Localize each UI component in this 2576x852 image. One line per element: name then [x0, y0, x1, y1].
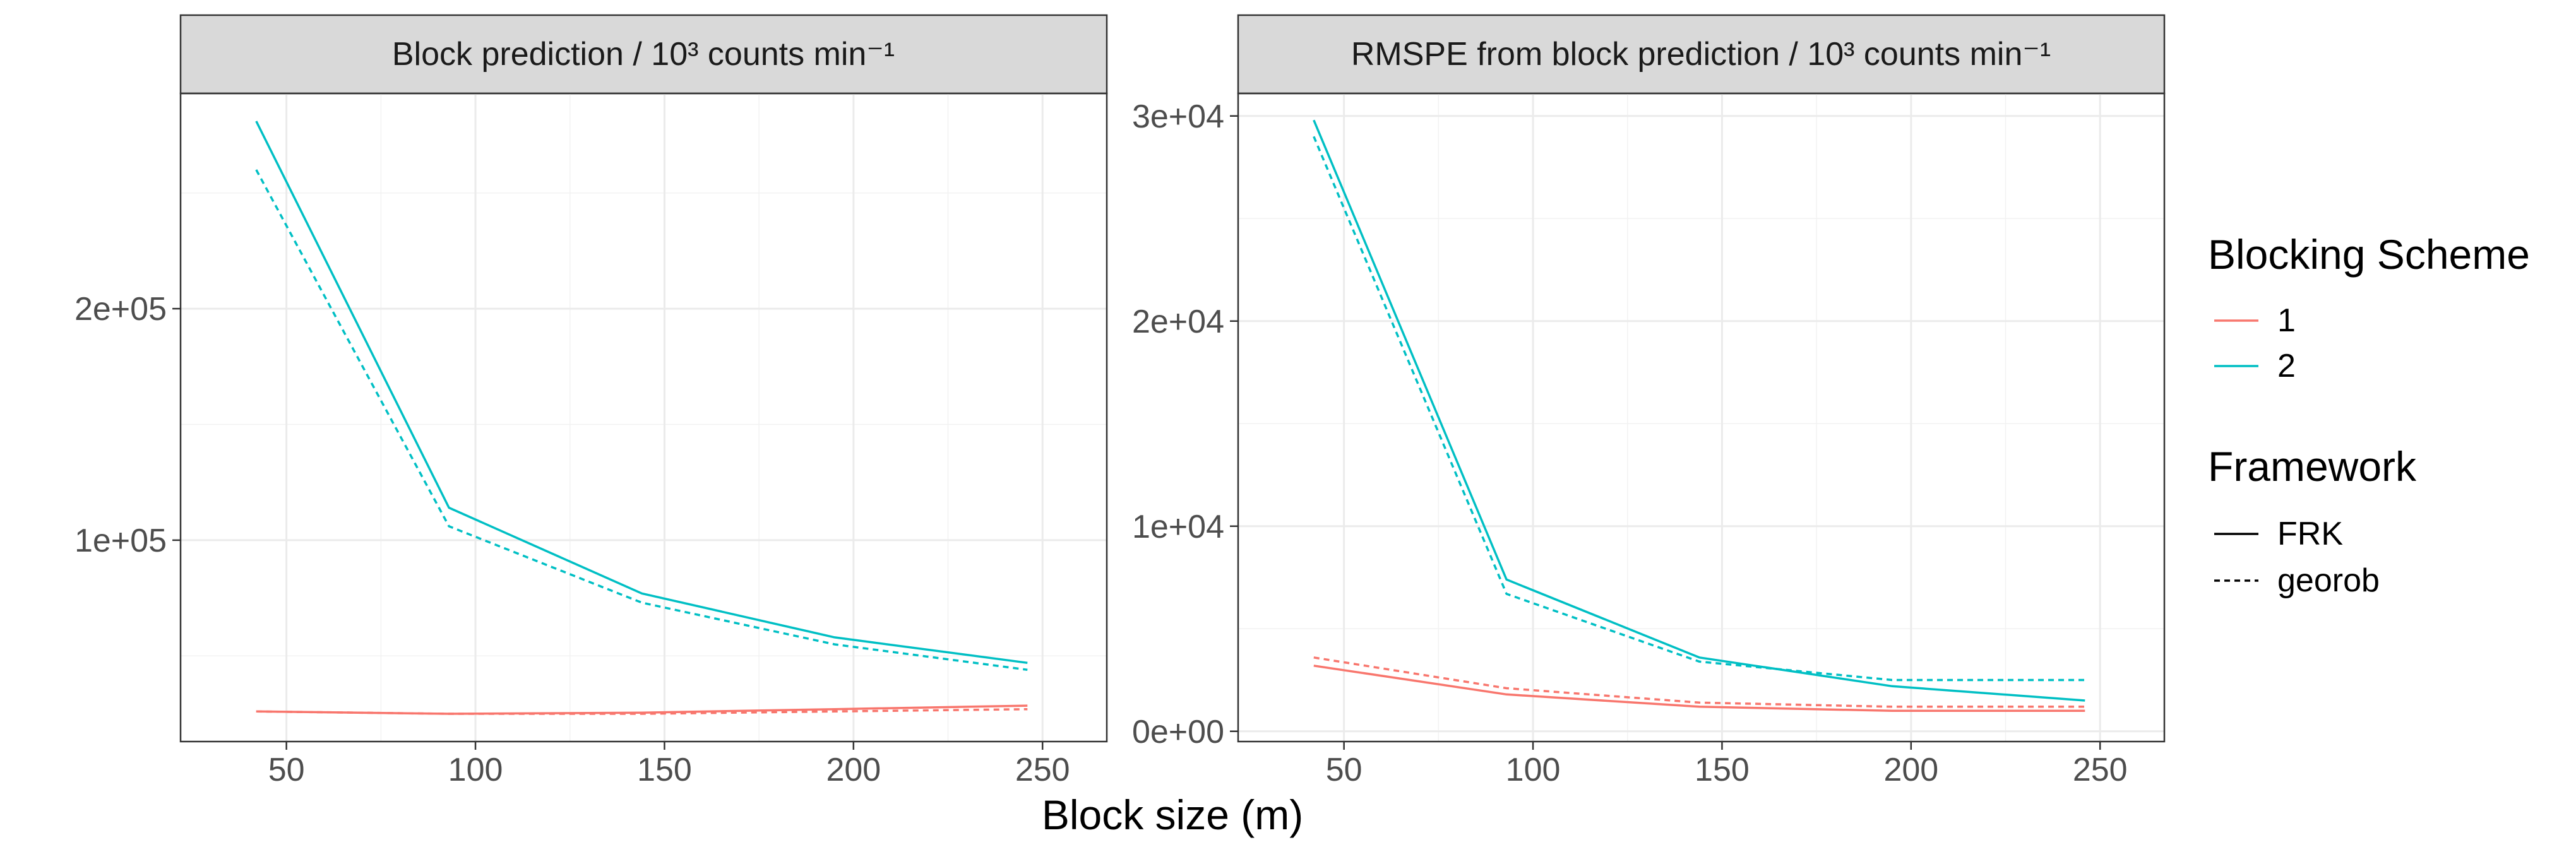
series-line-scheme-1-georob — [1313, 656, 2085, 708]
panel-border — [1237, 92, 2166, 743]
y-tick-label: 0e+00 — [1132, 714, 1224, 750]
panel-title: RMSPE from block prediction / 10³ counts… — [1351, 36, 2051, 73]
y-tick-label: 2e+04 — [1132, 304, 1224, 340]
panel-strip — [1237, 14, 2166, 95]
legend-item-frk: FRK — [2214, 516, 2343, 552]
series-line-scheme-1-georob — [256, 707, 1028, 715]
x-tick-label: 200 — [826, 752, 881, 788]
legend-label-scheme-2: 2 — [2277, 348, 2296, 384]
panel-strip — [179, 14, 1108, 95]
x-tick-label: 100 — [1506, 752, 1561, 788]
legend: Blocking Scheme 1 2 Framework FRK georob — [2208, 231, 2530, 599]
panel-rmspe: RMSPE from block prediction / 10³ counts… — [1132, 14, 2166, 788]
x-tick-label: 200 — [1883, 752, 1938, 788]
ticks-layer: 50 100 150 200 250 0e+00 1e+04 2e+04 3e+04 — [1132, 98, 2128, 788]
series-line-scheme-2-frk — [1313, 119, 2085, 702]
series-line-scheme-2-frk — [255, 121, 1028, 665]
legend-label-georob: georob — [2277, 562, 2380, 599]
x-axis-title: Block size (m) — [1042, 791, 1303, 838]
panel-border — [179, 92, 1108, 743]
series-line-scheme-1-frk — [1313, 665, 2085, 713]
y-tick-label: 1e+05 — [75, 523, 167, 559]
ticks-layer: 50 100 150 200 250 1e+05 2e+05 — [75, 291, 1070, 788]
panel-block-prediction: Block prediction / 10³ counts min⁻¹ 50 10… — [75, 14, 1108, 788]
grid-layer — [181, 93, 1107, 742]
x-tick-label: 250 — [2073, 752, 2128, 788]
y-tick-label: 3e+04 — [1132, 98, 1224, 135]
x-tick-label: 250 — [1015, 752, 1070, 788]
x-tick-label: 150 — [1695, 752, 1750, 788]
series-line-scheme-1-frk — [256, 704, 1028, 715]
x-tick-label: 150 — [637, 752, 692, 788]
legend-label-frk: FRK — [2277, 516, 2343, 552]
x-tick-label: 50 — [268, 752, 305, 788]
legend-label-scheme-1: 1 — [2277, 302, 2296, 339]
series-layer — [1313, 119, 2085, 713]
legend-item-scheme-2: 2 — [2214, 348, 2296, 384]
x-tick-label: 100 — [448, 752, 503, 788]
series-layer — [255, 121, 1028, 715]
series-line-scheme-2-georob — [1313, 136, 2085, 682]
legend-title-blocking-scheme: Blocking Scheme — [2208, 231, 2530, 278]
grid-layer — [1238, 93, 2164, 742]
legend-item-georob: georob — [2214, 562, 2380, 599]
y-tick-label: 1e+04 — [1132, 509, 1224, 545]
y-tick-label: 2e+05 — [75, 291, 167, 328]
legend-item-scheme-1: 1 — [2214, 302, 2296, 339]
x-tick-label: 50 — [1326, 752, 1363, 788]
panel-title: Block prediction / 10³ counts min⁻¹ — [392, 36, 895, 73]
legend-title-framework: Framework — [2208, 443, 2417, 490]
